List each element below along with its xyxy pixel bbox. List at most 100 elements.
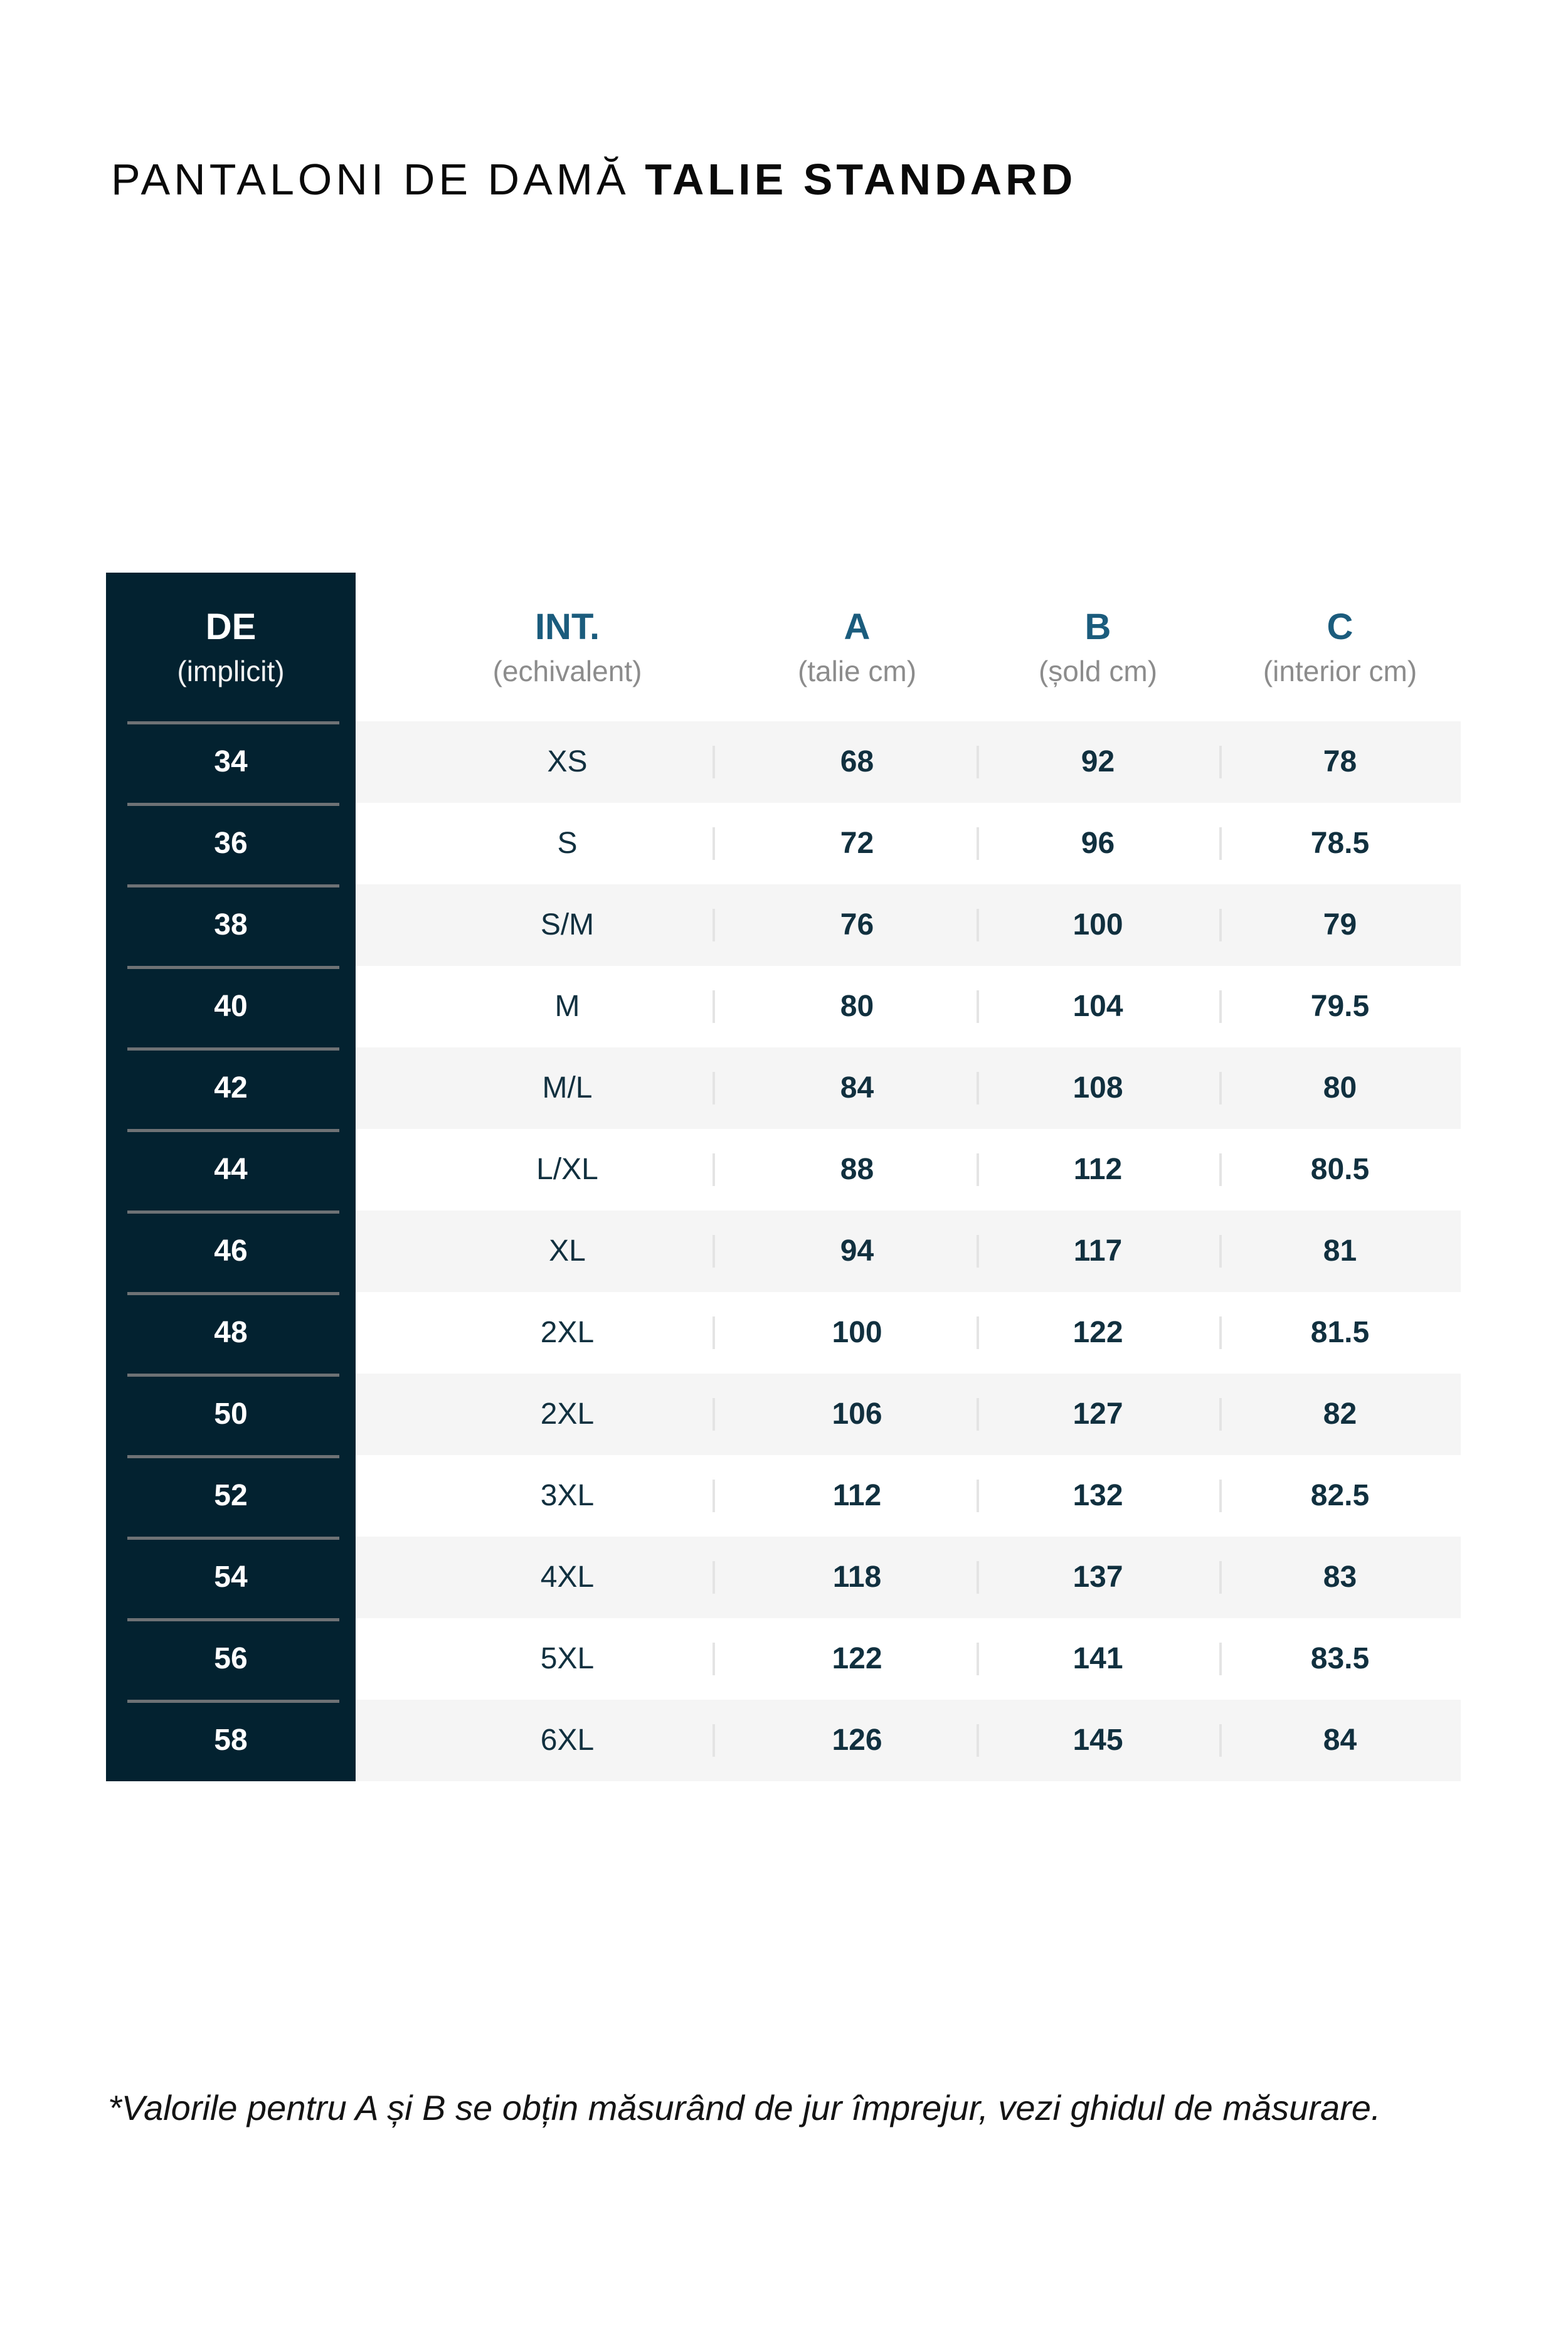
row-a-cell: 126 (712, 1700, 977, 1781)
row-int-cell: 3XL (356, 1455, 712, 1537)
b-value: 132 (1073, 1479, 1123, 1512)
header-sublabel-b: (șold cm) (1038, 654, 1158, 687)
c-value: 79 (1323, 908, 1357, 941)
row-a-cell: 84 (712, 1047, 977, 1129)
header-sublabel-a: (talie cm) (797, 654, 917, 687)
row-int-cell: XL (356, 1210, 712, 1292)
c-value: 78.5 (1310, 827, 1370, 860)
header-sublabel-int: (echivalent) (492, 654, 642, 687)
a-value: 112 (832, 1479, 882, 1512)
row-a-cell: 118 (712, 1537, 977, 1618)
header-cell-c: C (interior cm) (1219, 573, 1461, 721)
table-row: 40 M 80 104 79.5 (106, 966, 1461, 1047)
size-table: DE (implicit) INT. (echivalent) A (talie… (106, 573, 1461, 1781)
a-value: 100 (832, 1316, 882, 1349)
a-value: 106 (832, 1397, 882, 1431)
row-c-cell: 78 (1219, 721, 1461, 803)
row-a-cell: 100 (712, 1292, 977, 1374)
row-c-cell: 83.5 (1219, 1618, 1461, 1700)
header-label-a: A (844, 606, 871, 647)
c-value: 80.5 (1310, 1153, 1370, 1186)
row-de-cell: 48 (106, 1292, 356, 1374)
header-sublabel-c: (interior cm) (1263, 654, 1417, 687)
row-de-cell: 56 (106, 1618, 356, 1700)
b-value: 100 (1073, 908, 1123, 941)
de-value: 58 (214, 1724, 248, 1757)
row-c-cell: 82.5 (1219, 1455, 1461, 1537)
b-value: 117 (1073, 1234, 1123, 1268)
a-value: 72 (840, 827, 874, 860)
b-value: 145 (1073, 1724, 1123, 1757)
b-value: 108 (1073, 1071, 1123, 1104)
table-row: 54 4XL 118 137 83 (106, 1537, 1461, 1618)
row-int-cell: 5XL (356, 1618, 712, 1700)
int-value: XS (547, 745, 588, 778)
row-a-cell: 106 (712, 1374, 977, 1455)
row-b-cell: 104 (977, 966, 1219, 1047)
int-value: S/M (540, 908, 595, 941)
row-b-cell: 127 (977, 1374, 1219, 1455)
table-header-row: DE (implicit) INT. (echivalent) A (talie… (106, 573, 1461, 721)
row-b-cell: 108 (977, 1047, 1219, 1129)
int-value: M/L (542, 1071, 593, 1104)
int-value: XL (549, 1234, 586, 1268)
row-a-cell: 76 (712, 884, 977, 966)
a-value: 126 (832, 1724, 882, 1757)
b-value: 112 (1073, 1153, 1123, 1186)
de-value: 50 (214, 1397, 248, 1431)
a-value: 122 (832, 1642, 882, 1675)
row-a-cell: 80 (712, 966, 977, 1047)
int-value: 2XL (540, 1316, 595, 1349)
de-value: 54 (214, 1560, 248, 1594)
row-c-cell: 79 (1219, 884, 1461, 966)
a-value: 94 (840, 1234, 874, 1268)
row-b-cell: 145 (977, 1700, 1219, 1781)
b-value: 137 (1073, 1560, 1123, 1594)
row-int-cell: 2XL (356, 1374, 712, 1455)
de-value: 42 (214, 1071, 248, 1104)
row-b-cell: 100 (977, 884, 1219, 966)
c-value: 82 (1323, 1397, 1357, 1431)
row-b-cell: 122 (977, 1292, 1219, 1374)
row-int-cell: 4XL (356, 1537, 712, 1618)
int-value: 6XL (540, 1724, 595, 1757)
header-cell-int: INT. (echivalent) (356, 573, 712, 721)
header-cell-de: DE (implicit) (106, 573, 356, 721)
c-value: 81 (1323, 1234, 1357, 1268)
a-value: 68 (840, 745, 874, 778)
de-value: 56 (214, 1642, 248, 1675)
c-value: 81.5 (1310, 1316, 1370, 1349)
row-c-cell: 84 (1219, 1700, 1461, 1781)
de-value: 46 (214, 1234, 248, 1268)
b-value: 122 (1073, 1316, 1123, 1349)
row-int-cell: M (356, 966, 712, 1047)
row-a-cell: 122 (712, 1618, 977, 1700)
row-c-cell: 80.5 (1219, 1129, 1461, 1210)
row-c-cell: 78.5 (1219, 803, 1461, 884)
row-de-cell: 34 (106, 721, 356, 803)
row-de-cell: 40 (106, 966, 356, 1047)
row-a-cell: 68 (712, 721, 977, 803)
int-value: 3XL (540, 1479, 595, 1512)
int-value: 2XL (540, 1397, 595, 1431)
header-cell-b: B (șold cm) (977, 573, 1219, 721)
b-value: 96 (1081, 827, 1115, 860)
row-de-cell: 46 (106, 1210, 356, 1292)
row-de-cell: 44 (106, 1129, 356, 1210)
de-value: 38 (214, 908, 248, 941)
row-c-cell: 79.5 (1219, 966, 1461, 1047)
row-c-cell: 82 (1219, 1374, 1461, 1455)
c-value: 83.5 (1310, 1642, 1370, 1675)
table-row: 56 5XL 122 141 83.5 (106, 1618, 1461, 1700)
c-value: 84 (1323, 1724, 1357, 1757)
row-int-cell: S (356, 803, 712, 884)
header-sublabel-de: (implicit) (177, 654, 285, 687)
c-value: 79.5 (1310, 990, 1370, 1023)
c-value: 80 (1323, 1071, 1357, 1104)
row-de-cell: 36 (106, 803, 356, 884)
de-value: 40 (214, 990, 248, 1023)
de-value: 48 (214, 1316, 248, 1349)
header-label-c: C (1327, 606, 1353, 647)
a-value: 118 (832, 1560, 882, 1594)
